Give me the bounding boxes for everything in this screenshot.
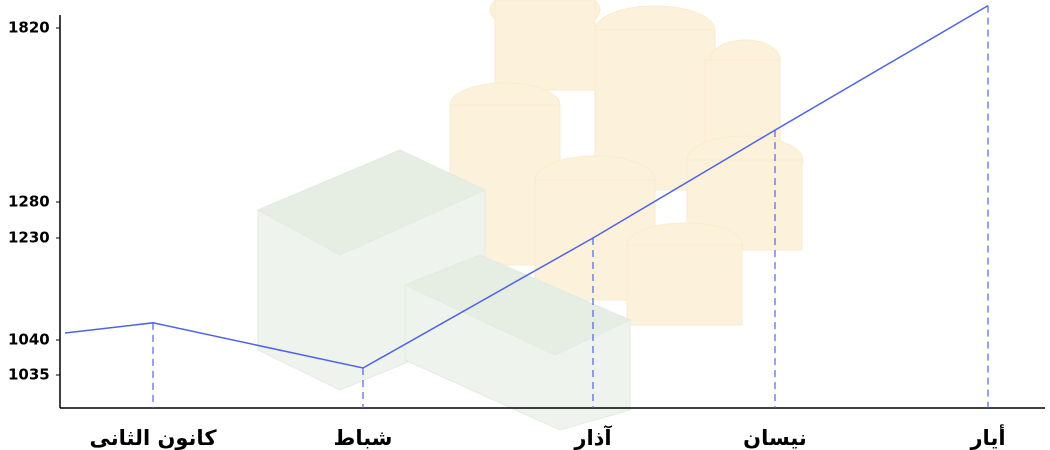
y-tick-label: 1280 (8, 193, 50, 211)
x-tick-label: أيار (969, 423, 1005, 450)
x-tick-label: شباط (334, 426, 393, 450)
y-tick-label: 1035 (8, 366, 50, 384)
x-tick-label: كانون الثانى (89, 426, 217, 450)
x-tick-label: نيسان (743, 426, 807, 450)
chart: 1035 1040 1230 1280 1820 كانون الثانى شباط آذار… (0, 0, 1050, 450)
y-tick-label: 1820 (8, 19, 50, 37)
background-illustration (258, 0, 803, 430)
y-tick-label: 1230 (8, 229, 50, 247)
y-tick-label: 1040 (8, 331, 50, 349)
page: {"chart_data": {"type": "line", "categor… (0, 0, 1050, 450)
x-tick-label: آذار (573, 425, 612, 450)
